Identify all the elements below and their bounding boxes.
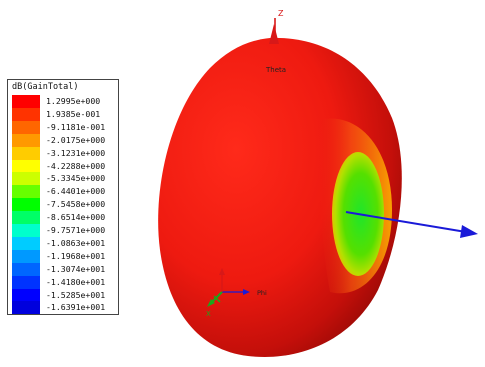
legend-entry: 1.2995e+000	[8, 95, 118, 108]
legend-entry: -5.3345e+000	[8, 172, 118, 186]
legend-value: -1.1968e+001	[46, 250, 106, 261]
legend-entry: -1.5285e+001	[8, 288, 118, 302]
legend-entry: -4.2288e+000	[8, 159, 118, 173]
legend-entry: -2.0175e+000	[8, 133, 118, 147]
legend-swatch	[12, 275, 40, 289]
legend-value: -5.3345e+000	[46, 173, 106, 184]
legend-entry: -8.6514e+000	[8, 211, 118, 225]
legend-swatch	[12, 107, 40, 121]
legend-swatch	[12, 95, 40, 108]
legend-value: -1.4180e+001	[46, 276, 106, 287]
legend-entry: 1.9385e-001	[8, 107, 118, 121]
legend-entry: -9.7571e+000	[8, 224, 118, 237]
legend-swatch	[12, 133, 40, 147]
direction-arrow-head	[460, 225, 478, 238]
legend-swatch	[12, 211, 40, 225]
legend-entry: -1.6391e+001	[8, 301, 118, 315]
legend-entry: -1.4180e+001	[8, 275, 118, 289]
legend-swatch	[12, 288, 40, 302]
legend-swatch	[12, 172, 40, 186]
theta-label: Theta	[265, 66, 286, 74]
legend-entry: -9.1181e-001	[8, 120, 118, 134]
x-axis-label: X	[206, 310, 211, 318]
gain-legend: dB(GainTotal) 1.2995e+000 1.9385e-001 -9.1…	[7, 79, 119, 315]
legend-entry: -1.0863e+001	[8, 236, 118, 250]
legend-value: -1.5285e+001	[46, 289, 106, 300]
legend-value: -1.3074e+001	[46, 263, 106, 274]
legend-entry: -1.3074e+001	[8, 262, 118, 276]
legend-entry: -6.4401e+000	[8, 185, 118, 199]
legend-value: -8.6514e+000	[46, 212, 106, 223]
legend-swatch	[12, 262, 40, 276]
legend-swatch	[12, 120, 40, 134]
legend-swatch	[12, 301, 40, 315]
legend-value: -4.2288e+000	[46, 160, 106, 171]
legend-swatch	[12, 224, 40, 237]
legend-value: -9.7571e+000	[46, 225, 106, 235]
legend-title: dB(GainTotal)	[12, 82, 79, 92]
phi-label: Phi	[257, 289, 267, 297]
z-axis-label: Z	[278, 9, 284, 18]
legend-swatch	[12, 236, 40, 250]
legend-value: -7.5458e+000	[46, 199, 106, 210]
legend-swatch	[12, 185, 40, 199]
origin-triad	[207, 268, 250, 307]
legend-value: -2.0175e+000	[46, 134, 106, 145]
legend-value: 1.9385e-001	[46, 108, 101, 119]
legend-entry: -1.1968e+001	[8, 249, 118, 263]
z-axis-spike	[269, 24, 279, 44]
legend-swatch	[12, 249, 40, 263]
legend-value: -9.1181e-001	[46, 121, 106, 132]
legend-value: -1.6391e+001	[46, 302, 106, 313]
direction-arrow-line	[345, 211, 467, 233]
legend-entry: -7.5458e+000	[8, 198, 118, 212]
legend-value: -6.4401e+000	[46, 186, 106, 197]
legend-entry: -3.1231e+000	[8, 146, 118, 160]
legend-swatch	[12, 146, 40, 160]
legend-swatch	[12, 159, 40, 173]
legend-value: 1.2995e+000	[46, 96, 101, 106]
legend-value: -1.0863e+001	[46, 237, 106, 248]
legend-value: -3.1231e+000	[46, 147, 106, 158]
legend-swatch	[12, 198, 40, 212]
